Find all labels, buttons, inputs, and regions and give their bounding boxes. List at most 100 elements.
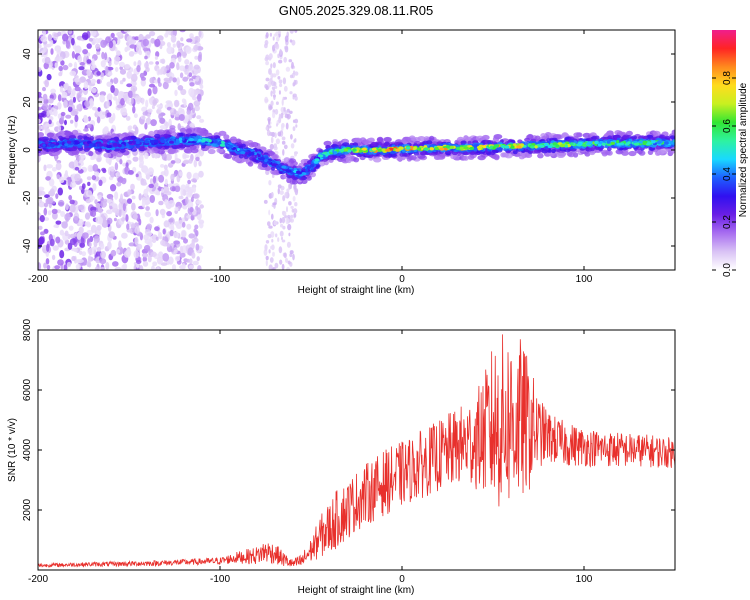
spectrogram-cell [174, 255, 181, 262]
spectrogram-cell [58, 65, 63, 72]
spectrogram-cell [156, 191, 161, 196]
spectrogram-cell [160, 67, 164, 75]
spectrogram-cell [162, 252, 170, 262]
spectrogram-cell [46, 110, 50, 117]
spectrogram-cell [156, 107, 162, 115]
spectrogram-cell [174, 99, 180, 108]
spectrogram-cell [69, 199, 75, 205]
spectrogram-cell [182, 205, 188, 210]
spectrogram-cell [223, 153, 230, 159]
spectrogram-cell [69, 238, 77, 246]
spectrogram-cell [631, 135, 638, 140]
spectrogram-cell [152, 99, 157, 106]
spectrogram-cell [284, 110, 288, 115]
spectrogram-cell [193, 89, 201, 95]
spectrogram-cell [491, 154, 500, 160]
spectrogram-cell [90, 206, 97, 212]
spectrogram-cell [116, 31, 123, 37]
spectrogram-cell [125, 115, 131, 121]
spectrogram-cell [58, 199, 65, 207]
spectrogram-cell [142, 261, 149, 267]
spectrogram-cell [68, 225, 74, 231]
spectrogram-cell [563, 144, 568, 148]
spectrogram-cell [178, 220, 183, 224]
spectrogram-cell [38, 132, 44, 138]
spectrogram-cell [63, 264, 68, 270]
spectrogram-cell [570, 142, 574, 146]
spectrogram-cell [194, 55, 199, 60]
spectrogram-cell [141, 97, 145, 105]
spectrogram-cell [87, 255, 92, 263]
spectrogram-cell [76, 259, 84, 263]
spectrogram-cell [147, 88, 152, 96]
spectrogram-cell [54, 154, 58, 162]
spectrogram-cell [281, 140, 286, 145]
spectrogram-cell [63, 99, 68, 109]
spectrogram-cell [184, 148, 193, 154]
spectrogram-cell [55, 162, 62, 171]
spectrogram-cell [180, 188, 184, 197]
spectrogram-cell [353, 157, 360, 163]
spectrogram-cell [277, 184, 282, 189]
spectrogram-cell [59, 250, 65, 259]
spectrogram-cell [157, 129, 166, 135]
spectrogram-cell [271, 213, 274, 220]
spectrogram-cell [274, 108, 279, 115]
spectrogram-cell [292, 93, 297, 98]
spectrogram-cell [281, 239, 286, 243]
spectrogram-cell [167, 183, 173, 188]
spectrogram-cell [268, 53, 273, 60]
spectrogram-cell [135, 45, 142, 54]
spectrogram-cell [88, 37, 93, 42]
spectrogram-cell [82, 49, 88, 55]
spectrogram-cell [88, 85, 92, 92]
spectrogram-cell [275, 138, 280, 145]
spectrogram-cell [132, 156, 139, 162]
spectrogram-cell [106, 217, 113, 225]
spectrogram-cell [305, 175, 312, 181]
spectrogram-cell [96, 71, 101, 76]
spectrogram-cell [185, 128, 192, 134]
spectrogram-cell [68, 62, 73, 68]
spectrogram-cell [164, 178, 168, 186]
spectrogram-cell [112, 261, 119, 267]
spectrogram-cell [115, 67, 119, 72]
spectrogram-cell [90, 156, 95, 160]
spectrogram-cell [151, 265, 155, 270]
spectrogram-cell [64, 170, 68, 177]
spectrogram-cell [277, 30, 282, 35]
spectrogram-cell [268, 209, 271, 216]
spectrogram-cell [180, 88, 187, 96]
spectrogram-cell [537, 153, 544, 159]
spectrogram-cell [192, 96, 197, 101]
spectrogram-cell [113, 56, 121, 62]
spectrogram-cell [110, 85, 115, 93]
spectrogram-cell [155, 61, 160, 65]
spectrogram-cell [118, 240, 122, 249]
spectrogram-cell [156, 256, 163, 265]
spectrogram-cell [179, 144, 187, 149]
spectrogram-cell [154, 55, 158, 60]
spectrogram-cell [114, 191, 119, 200]
spectrogram-cell [651, 140, 656, 144]
spectrogram-cell [291, 179, 299, 185]
spectrogram-cell [290, 134, 293, 140]
spectrogram-cell [74, 166, 80, 171]
spectrogram-cell [102, 168, 107, 174]
spectrogram-cell [145, 117, 152, 125]
spectrogram-cell [136, 259, 142, 264]
spectrogram-cell [159, 125, 166, 130]
spectrogram-cell [189, 82, 195, 87]
spectrogram-cell [638, 140, 644, 144]
spectrogram-cell [188, 64, 194, 72]
spectrogram-cell [194, 80, 201, 86]
spectrogram-cell [38, 97, 44, 105]
spectrogram-cell [193, 44, 199, 51]
spectrogram-cell [89, 98, 94, 106]
spectrogram-cell [42, 86, 46, 92]
spectrogram-cell [286, 177, 292, 184]
spectrogram-cell [192, 138, 199, 142]
spectrogram-cell [132, 81, 137, 86]
spectrogram-cell [79, 185, 83, 190]
spectrogram-cell [186, 110, 191, 115]
